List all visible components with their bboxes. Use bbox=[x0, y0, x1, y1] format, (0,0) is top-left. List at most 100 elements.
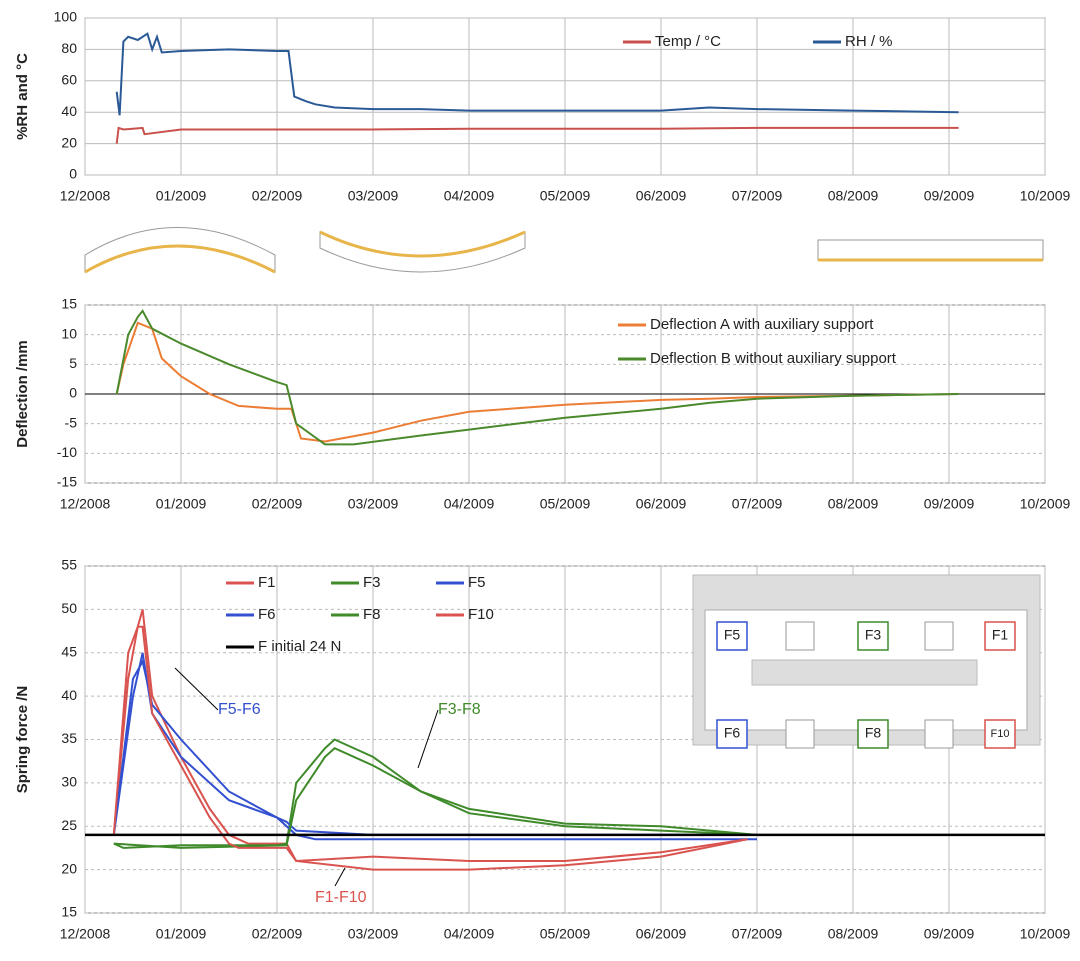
x-tick-label: 04/2009 bbox=[444, 188, 495, 204]
x-tick-label: 02/2009 bbox=[252, 188, 303, 204]
x-tick-label: 09/2009 bbox=[924, 926, 975, 942]
series-line bbox=[113, 747, 758, 849]
inset-box bbox=[785, 719, 815, 749]
annotation: F3-F8 bbox=[438, 701, 481, 718]
series-line bbox=[115, 321, 959, 443]
x-tick-label: 03/2009 bbox=[348, 188, 399, 204]
y-tick-label: 40 bbox=[61, 687, 77, 703]
legend-label: Deflection B without auxiliary support bbox=[650, 350, 897, 367]
x-tick-label: 10/2009 bbox=[1020, 496, 1071, 512]
y-axis-label: Deflection /mm bbox=[14, 340, 31, 448]
x-tick-label: 08/2009 bbox=[828, 188, 879, 204]
x-tick-label: 03/2009 bbox=[348, 496, 399, 512]
annotation-leader bbox=[174, 667, 219, 711]
y-tick-label: 0 bbox=[69, 385, 77, 401]
legend-label: F initial 24 N bbox=[258, 638, 341, 655]
x-tick-label: 07/2009 bbox=[732, 496, 783, 512]
inset-box bbox=[785, 621, 815, 651]
y-tick-label: 20 bbox=[61, 134, 77, 150]
y-tick-label: -10 bbox=[57, 444, 77, 460]
y-tick-label: 55 bbox=[61, 557, 77, 573]
inset-label: F1 bbox=[992, 627, 1009, 643]
legend-label: F6 bbox=[258, 606, 276, 623]
x-tick-label: 02/2009 bbox=[252, 926, 303, 942]
x-tick-label: 01/2009 bbox=[156, 496, 207, 512]
x-tick-label: 09/2009 bbox=[924, 188, 975, 204]
y-tick-label: 60 bbox=[61, 72, 77, 88]
x-tick-label: 06/2009 bbox=[636, 926, 687, 942]
inset-box bbox=[924, 621, 954, 651]
y-tick-label: 80 bbox=[61, 40, 77, 56]
x-tick-label: 04/2009 bbox=[444, 496, 495, 512]
annotation-leader bbox=[334, 867, 346, 887]
inset-box bbox=[716, 621, 748, 651]
inset-box bbox=[857, 719, 889, 749]
x-tick-label: 07/2009 bbox=[732, 926, 783, 942]
x-tick-label: 07/2009 bbox=[732, 188, 783, 204]
inset-label: F8 bbox=[865, 725, 882, 741]
legend-label: F3 bbox=[363, 574, 381, 591]
series-line bbox=[112, 625, 748, 863]
legend-label: RH / % bbox=[845, 33, 893, 50]
inset-label: F6 bbox=[724, 725, 741, 741]
x-tick-label: 12/2008 bbox=[60, 926, 111, 942]
inset-label: F10 bbox=[991, 728, 1010, 740]
y-tick-label: 35 bbox=[61, 730, 77, 746]
annotation: F1-F10 bbox=[315, 889, 367, 906]
series-line bbox=[115, 126, 959, 144]
x-tick-label: 10/2009 bbox=[1020, 188, 1071, 204]
y-tick-label: -15 bbox=[57, 474, 77, 490]
x-tick-label: 05/2009 bbox=[540, 496, 591, 512]
x-tick-label: 10/2009 bbox=[1020, 926, 1071, 942]
y-tick-label: 40 bbox=[61, 103, 77, 119]
annotation: F5-F6 bbox=[218, 701, 261, 718]
inset-label: F5 bbox=[724, 627, 741, 643]
inset-box bbox=[857, 621, 889, 651]
y-tick-label: 20 bbox=[61, 860, 77, 876]
annotation-leader bbox=[417, 709, 439, 769]
inset-box bbox=[984, 719, 1016, 749]
x-tick-label: 12/2008 bbox=[60, 496, 111, 512]
y-tick-label: 0 bbox=[69, 166, 77, 182]
y-tick-label: 25 bbox=[61, 817, 77, 833]
x-tick-label: 12/2008 bbox=[60, 188, 111, 204]
x-tick-label: 09/2009 bbox=[924, 496, 975, 512]
legend-label: F8 bbox=[363, 606, 381, 623]
legend-label: Temp / °C bbox=[655, 33, 721, 50]
y-tick-label: 45 bbox=[61, 643, 77, 659]
x-tick-label: 08/2009 bbox=[828, 926, 879, 942]
y-tick-label: 15 bbox=[61, 296, 77, 312]
inset-box bbox=[924, 719, 954, 749]
x-tick-label: 01/2009 bbox=[156, 188, 207, 204]
x-tick-label: 01/2009 bbox=[156, 926, 207, 942]
inset-bar bbox=[751, 659, 978, 686]
x-tick-label: 06/2009 bbox=[636, 188, 687, 204]
y-tick-label: 15 bbox=[61, 904, 77, 920]
x-tick-label: 03/2009 bbox=[348, 926, 399, 942]
legend-label: F5 bbox=[468, 574, 486, 591]
x-tick-label: 05/2009 bbox=[540, 926, 591, 942]
legend-label: F10 bbox=[468, 606, 494, 623]
x-tick-label: 06/2009 bbox=[636, 496, 687, 512]
y-tick-label: 5 bbox=[69, 355, 77, 371]
series-line bbox=[112, 658, 757, 841]
y-axis-label: %RH and °C bbox=[14, 53, 31, 140]
y-axis-label: Spring force /N bbox=[14, 686, 31, 794]
series-line bbox=[115, 309, 959, 446]
inset-box bbox=[716, 719, 748, 749]
x-tick-label: 08/2009 bbox=[828, 496, 879, 512]
series-line bbox=[113, 738, 758, 849]
x-tick-label: 05/2009 bbox=[540, 188, 591, 204]
inset-box bbox=[984, 621, 1016, 651]
inset-label: F3 bbox=[865, 627, 882, 643]
legend-label: Deflection A with auxiliary support bbox=[650, 316, 874, 333]
series-line bbox=[112, 609, 748, 871]
y-tick-label: 30 bbox=[61, 774, 77, 790]
x-tick-label: 02/2009 bbox=[252, 496, 303, 512]
y-tick-label: 10 bbox=[61, 325, 77, 341]
series-line bbox=[115, 32, 959, 116]
y-tick-label: -5 bbox=[65, 414, 78, 430]
x-tick-label: 04/2009 bbox=[444, 926, 495, 942]
y-tick-label: 50 bbox=[61, 600, 77, 616]
